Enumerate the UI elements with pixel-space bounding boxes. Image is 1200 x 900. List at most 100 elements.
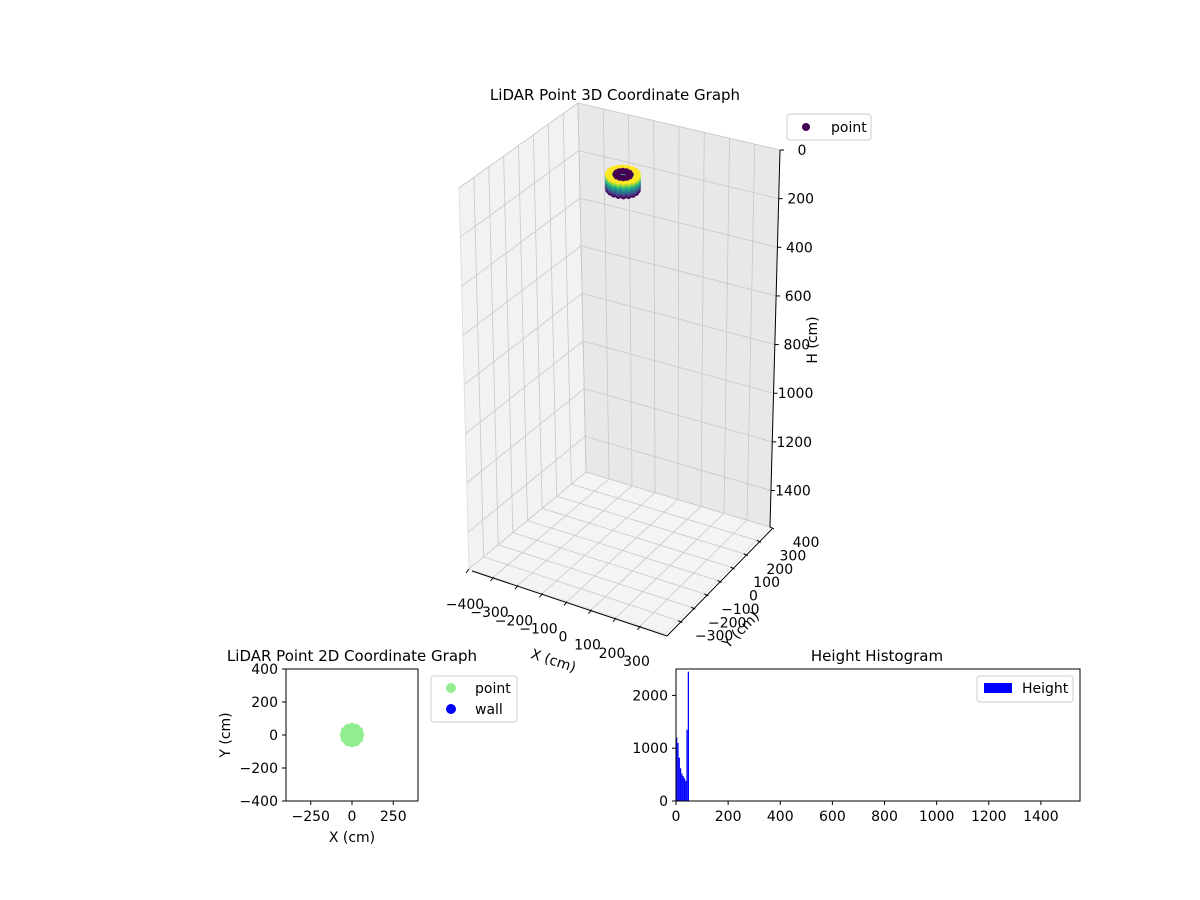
- chart-2d-ticks: −250 0 250 −400 −200 0 200 400: [240, 662, 407, 825]
- histogram-bar: [676, 737, 678, 801]
- chart-3d-y-tick: [677, 620, 683, 624]
- chart-3d-z-axis-label: H (cm): [805, 316, 821, 363]
- chart-2d-legend-label-wall: wall: [475, 702, 503, 718]
- chart-3d-x-axis-label: X (cm): [529, 646, 578, 676]
- chart-3d-grid-line: [527, 520, 718, 581]
- chart-3d-grid-line: [458, 102, 781, 189]
- chart-3d-z-tick-label: 1200: [776, 435, 812, 451]
- histogram-legend: Height: [976, 675, 1074, 703]
- chart-3d-grid-line: [556, 495, 744, 555]
- chart-3d-point-cluster: [605, 164, 641, 200]
- histogram-bar: [678, 757, 680, 801]
- chart-3d-grid-line: [577, 102, 587, 473]
- chart-3d-ticks: −400−300−200−1000100200300−300−200−10001…: [446, 143, 820, 670]
- chart-2d-title: LiDAR Point 2D Coordinate Graph: [227, 647, 477, 665]
- chart-3d-y-tick: [769, 526, 775, 530]
- histogram-title: Height Histogram: [811, 647, 943, 665]
- chart-2d-y-tick-label: 200: [251, 695, 278, 711]
- chart-2d-y-axis-label: Y (cm): [218, 712, 234, 758]
- chart-histogram: Height Histogram 0 200 400 600 800 1000 1200 14…: [632, 647, 1081, 825]
- histogram-frame: [675, 668, 1081, 802]
- chart-3d-y-tick-label: 100: [753, 575, 780, 591]
- chart-3d-grid-line: [460, 150, 779, 238]
- chart-3d-grid: [458, 102, 781, 627]
- chart-3d-grid-line: [677, 126, 680, 500]
- chart-2d-y-tick-label: −200: [240, 761, 278, 777]
- chart-3d-grid-line: [723, 138, 730, 514]
- histogram-bar: [679, 768, 682, 801]
- histogram-x-tick-label: 1400: [1023, 809, 1059, 825]
- histogram-bar: [681, 773, 683, 801]
- chart-3d-y-tick: [743, 553, 748, 557]
- chart-3d-x-tick-label: 0: [559, 630, 568, 646]
- chart-3d-y-tick-label: 300: [780, 548, 807, 564]
- chart-3d-y-tick-label: −100: [721, 602, 759, 618]
- chart-3d-x-tick-label: 300: [623, 654, 650, 670]
- chart-3d-grid-line: [562, 113, 572, 485]
- chart-3d-grid-line: [465, 340, 774, 435]
- histogram-bar: [682, 776, 684, 801]
- chart-3d-x-tick-label: 100: [574, 638, 601, 654]
- chart-2d-legend-label-point: point: [475, 681, 511, 697]
- chart-3d-grid-line: [473, 177, 485, 557]
- chart-3d-z-tick-label: 1000: [778, 386, 814, 402]
- chart-3d-grid-line: [483, 556, 679, 622]
- chart-3d-x-tick: [539, 593, 543, 598]
- chart-3d-z-tick-label: 1400: [775, 484, 811, 500]
- chart-3d-grid-line: [532, 134, 543, 509]
- chart-3d-y-tick-label: −200: [708, 615, 746, 631]
- chart-3d-x-axis-line: [471, 570, 668, 637]
- histogram-bar: [685, 780, 687, 801]
- histogram-x-tick-label: 400: [767, 809, 794, 825]
- chart-3d-y-tick-label: 0: [749, 589, 758, 605]
- chart-3d-x-tick-label: −100: [519, 621, 557, 637]
- histogram-x-tick-label: 800: [871, 809, 898, 825]
- chart-3d-x-tick: [563, 601, 568, 606]
- chart-3d-grid-line: [466, 388, 773, 484]
- chart-3d-grid-line: [503, 156, 514, 533]
- chart-3d-x-tick-label: −200: [495, 613, 533, 629]
- chart-2d-y-tick-label: 0: [269, 728, 278, 744]
- chart-3d-grid-line: [602, 108, 610, 479]
- chart-2d-points: [339, 722, 365, 748]
- chart-3d-x-tick-label: 200: [599, 646, 626, 662]
- chart-3d-legend-label: point: [831, 120, 867, 136]
- chart-3d-legend: point: [786, 113, 872, 141]
- chart-3d-y-tick: [717, 580, 722, 583]
- chart-3d-grid-line: [463, 293, 775, 385]
- histogram-x-tick-label: 200: [715, 809, 742, 825]
- chart-3d-z-tick-label: 400: [786, 240, 813, 256]
- histogram-legend-swatch: [984, 683, 1012, 693]
- chart-3d-z-tick-label: 0: [798, 143, 807, 159]
- histogram-bar: [687, 671, 690, 801]
- histogram-y-tick-label: 1000: [632, 741, 668, 757]
- chart-3d-grid-line: [653, 120, 656, 493]
- histogram-x-tick-label: 0: [672, 809, 681, 825]
- chart-2d-x-tick-label: 0: [348, 809, 357, 825]
- chart-2d-y-tick-label: −400: [240, 794, 278, 810]
- chart-3d-x-tick: [514, 584, 519, 590]
- chart-3d-x-tick-label: −400: [446, 597, 484, 613]
- chart-3d-grid-line: [518, 145, 528, 521]
- chart-3d-x-tick-label: −300: [470, 605, 508, 621]
- chart-3d-y-axis-line: [666, 528, 773, 637]
- histogram-x-tick-label: 600: [819, 809, 846, 825]
- histogram-y-tick-label: 0: [659, 794, 668, 810]
- chart-3d-y-tick-label: 200: [766, 562, 793, 578]
- histogram-y-tick-label: 2000: [632, 688, 668, 704]
- chart-2d-y-tick-label: 400: [251, 662, 278, 678]
- chart-3d-point: [623, 174, 631, 181]
- histogram-ticks: 0 200 400 600 800 1000 1200 1400 0 1000 2000: [632, 688, 1058, 825]
- chart-3d-y-tick: [756, 539, 762, 543]
- chart-3d-grid-line: [571, 483, 757, 541]
- chart-2d-legend: point wall: [430, 675, 518, 723]
- chart-3d-x-tick: [637, 625, 641, 631]
- chart-3d-z-tick-label: 200: [787, 192, 814, 208]
- chart-3d-grid-line: [746, 144, 756, 521]
- chart-3d-x-tick: [612, 617, 617, 623]
- histogram-bars: [676, 671, 690, 801]
- chart-2d-legend-marker-point: [446, 683, 456, 693]
- chart-3d-title: LiDAR Point 3D Coordinate Graph: [490, 86, 740, 104]
- chart-3d-x-tick: [465, 568, 470, 574]
